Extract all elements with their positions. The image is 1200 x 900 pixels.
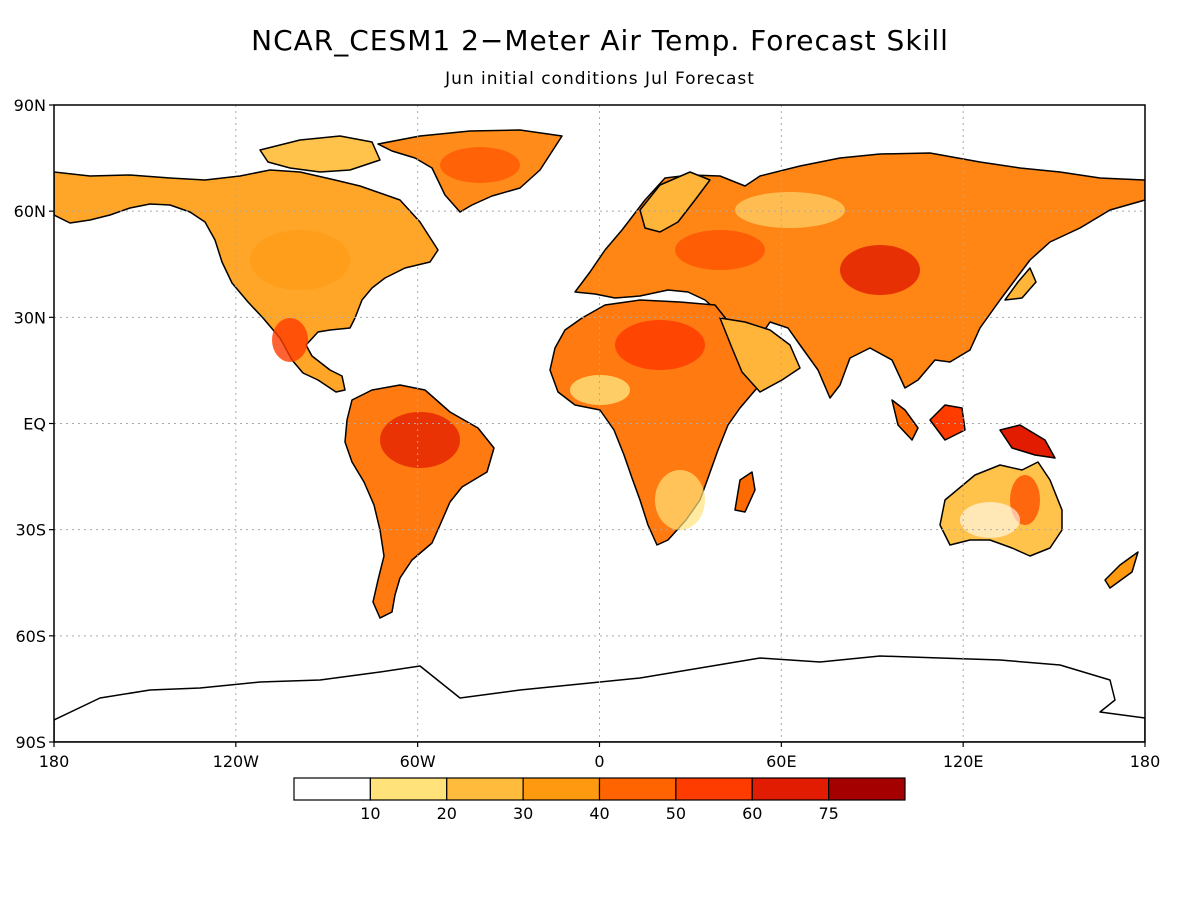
colorbar-swatch — [675, 777, 753, 801]
longitude-label: 120E — [943, 752, 984, 771]
latitude-label: 90N — [14, 96, 46, 115]
colorbar-label: 10 — [360, 804, 380, 823]
colorbar-swatch — [522, 777, 601, 801]
colorbar-label: 60 — [742, 804, 762, 823]
colorbar-swatch — [293, 777, 371, 801]
latitude-labels: 90N 60N 30N EQ 30S 60S 90S — [14, 96, 54, 752]
colorbar-label: 75 — [818, 804, 838, 823]
colorbar-label: 20 — [437, 804, 457, 823]
longitude-label: 0 — [594, 752, 604, 771]
latitude-label: 60S — [15, 627, 46, 646]
colorbar-swatch — [828, 777, 906, 801]
graticule — [54, 105, 1145, 742]
skill-hotspots — [250, 147, 1040, 538]
colorbar-label: 50 — [666, 804, 686, 823]
map-subtitle: Jun initial conditions Jul Forecast — [445, 69, 755, 89]
longitude-label: 60W — [400, 752, 436, 771]
longitude-label: 180 — [39, 752, 70, 771]
landmass-madagascar — [734, 471, 756, 513]
colorbar-legend: 10 20 30 40 50 60 75 — [293, 777, 906, 823]
colorbar-label: 30 — [513, 804, 533, 823]
landmass-new-zealand — [1104, 551, 1139, 589]
longitude-label: 60E — [766, 752, 796, 771]
colorbar-swatch — [369, 777, 448, 801]
longitude-label: 120W — [213, 752, 260, 771]
landmass-arabia — [719, 317, 801, 393]
latitude-label: 60N — [14, 202, 46, 221]
latitude-label: 90S — [15, 733, 46, 752]
colorbar-swatch — [751, 777, 830, 801]
latitude-label: 30S — [15, 521, 46, 540]
longitude-label: 180 — [1130, 752, 1161, 771]
landmass-sumatra — [891, 399, 919, 441]
landmass-new-guinea — [999, 424, 1056, 459]
colorbar-label: 40 — [589, 804, 609, 823]
landmass-scandinavia — [639, 171, 711, 233]
map-title: NCAR_CESM1 2−Meter Air Temp. Forecast Sk… — [251, 24, 949, 57]
landmass-japan — [1004, 267, 1037, 301]
landmass-north-america — [54, 169, 439, 393]
landmass-arctic-islands — [259, 135, 381, 173]
colorbar-swatch — [598, 777, 677, 801]
latitude-label: EQ — [23, 415, 46, 434]
latitude-label: 30N — [14, 308, 46, 327]
longitude-labels: 180 120W 60W 0 60E 120E 180 — [39, 742, 1161, 771]
colorbar-swatch — [446, 777, 524, 801]
